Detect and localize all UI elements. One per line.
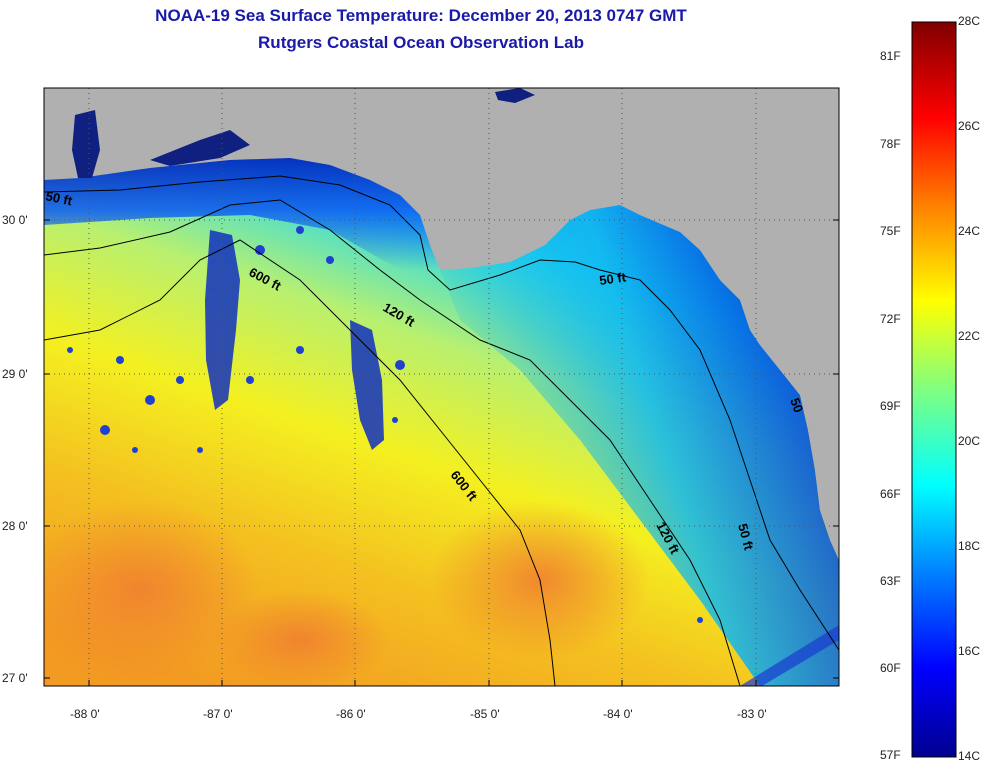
mobile-bay bbox=[72, 110, 100, 178]
lat-label-30: 30 0' bbox=[2, 213, 28, 227]
cb-c-18: 18C bbox=[958, 539, 981, 553]
cb-f-69: 69F bbox=[880, 399, 901, 413]
cb-c-22: 22C bbox=[958, 329, 981, 343]
lat-label-29: 29 0' bbox=[2, 367, 28, 381]
map-area bbox=[44, 88, 839, 686]
cb-f-81: 81F bbox=[880, 49, 901, 63]
cloud-speckles bbox=[67, 226, 703, 623]
axis-ticks bbox=[44, 219, 839, 686]
swath-edge-stripe bbox=[740, 625, 839, 686]
cb-c-20: 20C bbox=[958, 434, 981, 448]
lon-label-85: -85 0' bbox=[470, 707, 500, 721]
contour-50ft bbox=[44, 175, 839, 651]
cb-c-28: 28C bbox=[958, 14, 981, 28]
cb-f-60: 60F bbox=[880, 661, 901, 675]
cb-c-26: 26C bbox=[958, 119, 981, 133]
cb-f-72: 72F bbox=[880, 312, 901, 326]
cloud-streak-west bbox=[205, 230, 240, 410]
cb-c-16: 16C bbox=[958, 644, 981, 658]
map-title: NOAA-19 Sea Surface Temperature: Decembe… bbox=[155, 6, 687, 25]
colorbar bbox=[911, 21, 957, 758]
north-coast-cool-water bbox=[44, 150, 440, 270]
cb-f-66: 66F bbox=[880, 487, 901, 501]
cb-f-78: 78F bbox=[880, 137, 901, 151]
lat-label-28: 28 0' bbox=[2, 519, 28, 533]
cb-c-24: 24C bbox=[958, 224, 981, 238]
contour-120ft bbox=[44, 199, 741, 686]
lon-label-88: -88 0' bbox=[70, 707, 100, 721]
contour-label-50ft-east: 50 ft bbox=[598, 269, 627, 288]
apalachee-bay-inland bbox=[495, 88, 535, 103]
lon-label-83: -83 0' bbox=[737, 707, 767, 721]
contour-label-50ft-south: 50 ft bbox=[735, 522, 757, 552]
east-shelf-cool-water bbox=[440, 205, 839, 686]
lon-label-86: -86 0' bbox=[336, 707, 366, 721]
coastline-land bbox=[44, 88, 839, 560]
cb-c-14: 14C bbox=[958, 749, 981, 763]
cloud-streak-central bbox=[350, 320, 384, 450]
lon-label-87: -87 0' bbox=[203, 707, 233, 721]
contour-600ft bbox=[44, 239, 556, 686]
map-frame bbox=[43, 87, 840, 687]
map-subtitle: Rutgers Coastal Ocean Observation Lab bbox=[258, 33, 584, 52]
cb-f-57: 57F bbox=[880, 748, 901, 762]
contour-label-50ft-west: 50 ft bbox=[44, 188, 74, 208]
warm-patch-west bbox=[44, 500, 260, 680]
contour-label-50-coast: 50 bbox=[787, 396, 806, 415]
pensacola-bay bbox=[150, 130, 250, 166]
warm-patch-center bbox=[210, 590, 390, 686]
lon-label-84: -84 0' bbox=[603, 707, 633, 721]
lat-label-27: 27 0' bbox=[2, 671, 28, 685]
cb-f-75: 75F bbox=[880, 224, 901, 238]
cb-f-63: 63F bbox=[880, 574, 901, 588]
